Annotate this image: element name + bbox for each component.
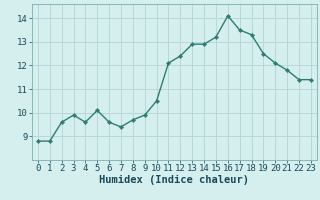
X-axis label: Humidex (Indice chaleur): Humidex (Indice chaleur) — [100, 175, 249, 185]
